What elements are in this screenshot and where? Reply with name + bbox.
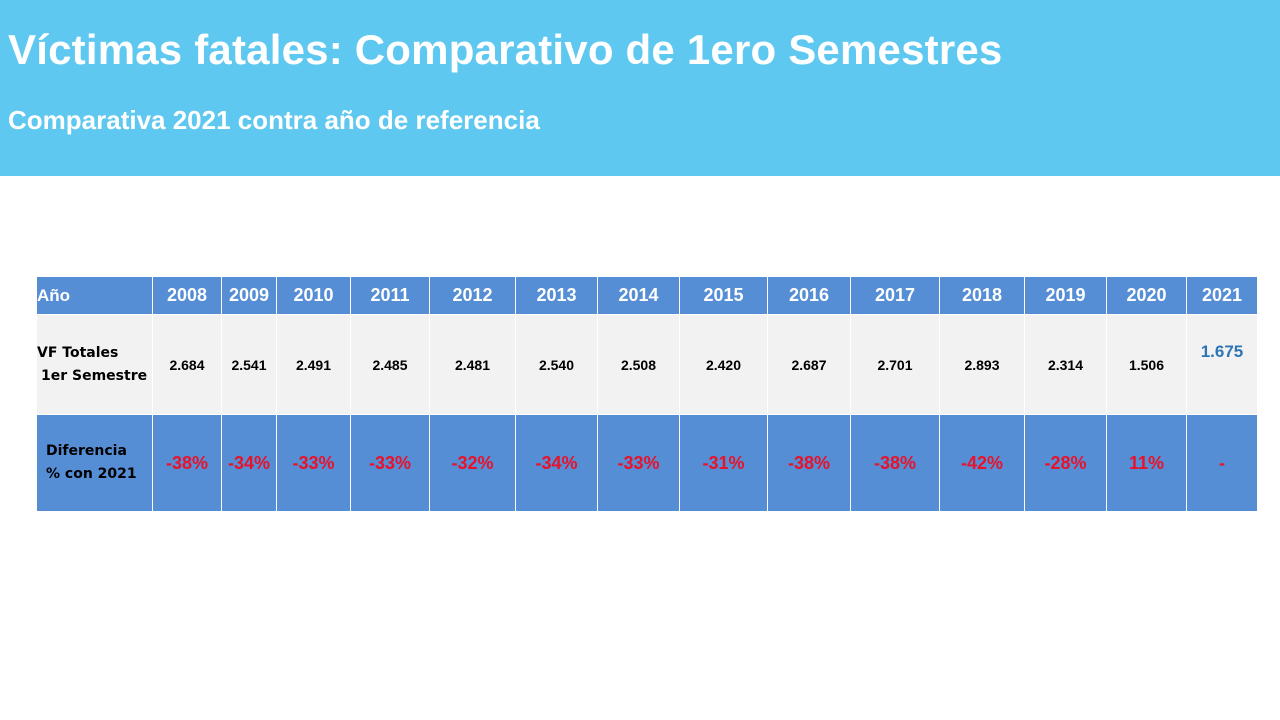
page-subtitle: Comparativa 2021 contra año de referenci… (8, 105, 540, 135)
row-label-diff-line2: % con 2021 (46, 466, 137, 482)
vf-cell: 2.508 (597, 314, 680, 415)
table-row-vf-totales: VF Totales 1er Semestre 2.684 2.541 2.49… (36, 314, 1258, 415)
vf-cell: 2.541 (221, 314, 277, 415)
page-title: Víctimas fatales: Comparativo de 1ero Se… (8, 26, 1003, 73)
diff-cell: -33% (276, 414, 351, 512)
vf-cell: 1.506 (1106, 314, 1187, 415)
row-label-vf: VF Totales 1er Semestre (36, 314, 153, 415)
year-cell: 2014 (597, 276, 680, 315)
diff-cell: -42% (939, 414, 1025, 512)
vf-cell: 2.314 (1024, 314, 1107, 415)
diff-cell: -38% (152, 414, 222, 512)
row-label-vf-line2: 1er Semestre (41, 367, 148, 384)
vf-cell: 2.701 (850, 314, 940, 415)
vf-cell: 2.481 (429, 314, 516, 415)
diff-cell: 11% (1106, 414, 1187, 512)
year-cell: 2013 (515, 276, 598, 315)
header-banner: Víctimas fatales: Comparativo de 1ero Se… (0, 0, 1280, 176)
row-label-vf-line1: VF Totales (37, 344, 119, 361)
year-cell: 2020 (1106, 276, 1187, 315)
vf-cell: 2.491 (276, 314, 351, 415)
year-cell: 2012 (429, 276, 516, 315)
diff-cell: - (1186, 414, 1258, 512)
year-cell: 2019 (1024, 276, 1107, 315)
vf-cell: 2.420 (679, 314, 768, 415)
vf-cell: 2.684 (152, 314, 222, 415)
vf-cell: 2.485 (350, 314, 430, 415)
year-cell: 2016 (767, 276, 851, 315)
vf-cell-reference: 1.675 (1186, 314, 1258, 415)
year-cell: 2009 (221, 276, 277, 315)
vf-cell: 2.893 (939, 314, 1025, 415)
year-cell: 2015 (679, 276, 768, 315)
row-label-diff: Diferencia % con 2021 (36, 414, 153, 512)
diff-cell: -33% (350, 414, 430, 512)
diff-cell: -31% (679, 414, 768, 512)
diff-cell: -32% (429, 414, 516, 512)
row-label-diff-line1: Diferencia (46, 443, 127, 459)
table-row-diferencia: Diferencia % con 2021 -38% -34% -33% -33… (36, 414, 1258, 512)
table-row-year: Año 2008 2009 2010 2011 2012 2013 2014 2… (36, 276, 1258, 315)
diff-cell: -33% (597, 414, 680, 512)
year-cell: 2008 (152, 276, 222, 315)
year-cell: 2010 (276, 276, 351, 315)
year-cell: 2017 (850, 276, 940, 315)
year-cell: 2021 (1186, 276, 1258, 315)
row-label-year: Año (36, 276, 153, 315)
diff-cell: -38% (767, 414, 851, 512)
vf-cell: 2.540 (515, 314, 598, 415)
year-cell: 2011 (350, 276, 430, 315)
comparison-table: Año 2008 2009 2010 2011 2012 2013 2014 2… (36, 276, 1258, 512)
diff-cell: -34% (221, 414, 277, 512)
vf-cell: 2.687 (767, 314, 851, 415)
diff-cell: -28% (1024, 414, 1107, 512)
year-cell: 2018 (939, 276, 1025, 315)
diff-cell: -38% (850, 414, 940, 512)
diff-cell: -34% (515, 414, 598, 512)
